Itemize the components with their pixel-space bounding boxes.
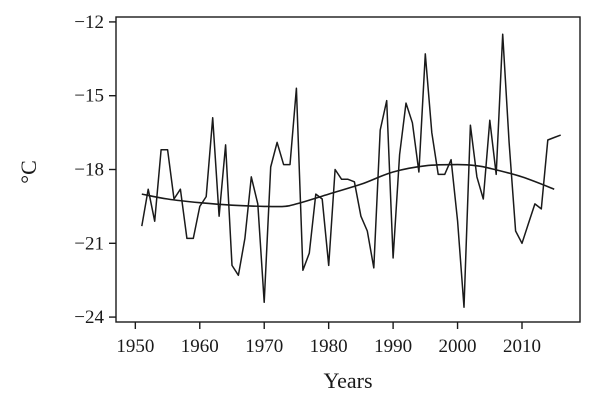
- x-tick-label: 1970: [245, 336, 283, 357]
- x-tick-label: 2010: [503, 336, 541, 357]
- y-tick-label: −21: [74, 233, 104, 254]
- y-tick-label: −24: [74, 307, 104, 328]
- x-tick-label: 1980: [310, 336, 348, 357]
- x-tick-label: 1990: [374, 336, 412, 357]
- y-tick-label: −12: [74, 12, 104, 33]
- x-tick-label: 1950: [116, 336, 154, 357]
- series-layer: [141, 33, 561, 308]
- y-axis-title: °C: [16, 160, 41, 183]
- series-line-trend: [141, 163, 555, 208]
- y-axis-ticks: −12 −15 −18 −21 −24: [74, 12, 116, 328]
- x-tick-label: 1960: [181, 336, 219, 357]
- x-axis-title: Years: [323, 368, 372, 393]
- series-line-annual: [141, 33, 561, 308]
- x-axis-ticks: 1950 1960 1970 1980 1990 2000 2010: [116, 322, 541, 357]
- y-tick-label: −15: [74, 86, 104, 107]
- x-tick-label: 2000: [439, 336, 477, 357]
- y-tick-label: −18: [74, 160, 104, 181]
